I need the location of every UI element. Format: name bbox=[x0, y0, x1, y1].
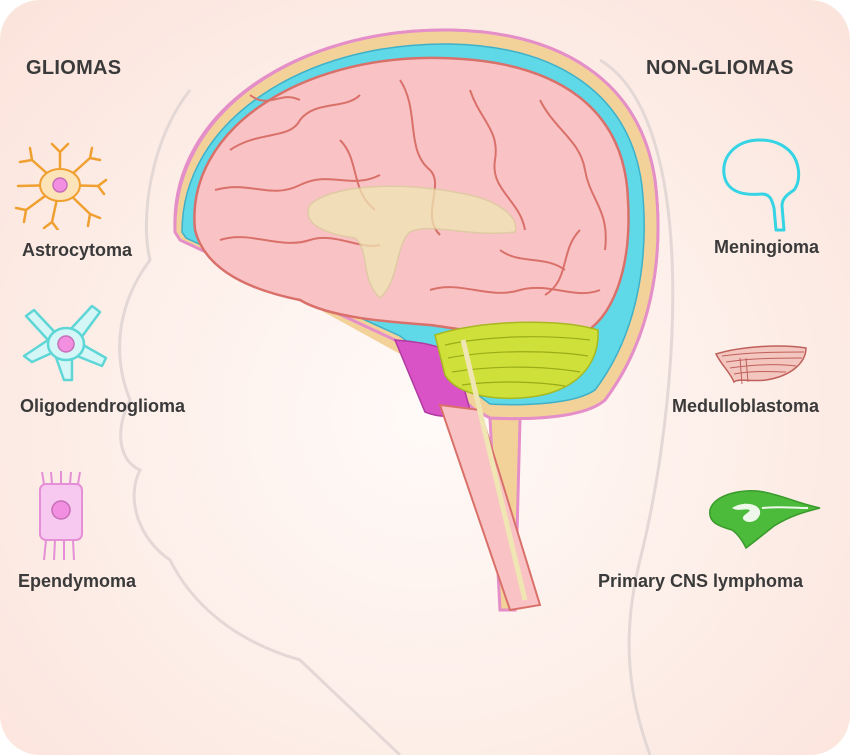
gliomas-heading: GLIOMAS bbox=[26, 57, 122, 79]
oligodendrocyte-icon bbox=[22, 304, 108, 382]
oligodendroglioma-label: Oligodendroglioma bbox=[20, 396, 185, 416]
astrocytoma-label: Astrocytoma bbox=[22, 240, 133, 260]
brain-silhouette-icon bbox=[709, 490, 821, 550]
central-canal bbox=[460, 339, 528, 601]
head-back-silhouette bbox=[599, 58, 675, 755]
meninges-outline-icon bbox=[722, 138, 801, 232]
non-gliomas-heading: NON-GLIOMAS bbox=[646, 57, 794, 79]
ependymoma-label: Ependymoma bbox=[18, 571, 137, 591]
medulloblastoma-label: Medulloblastoma bbox=[672, 396, 820, 416]
gyri-folds bbox=[214, 79, 607, 296]
head-silhouette bbox=[118, 89, 402, 755]
ventricles bbox=[307, 185, 517, 300]
ependymal-cell-icon bbox=[39, 471, 83, 561]
cerebellum bbox=[434, 321, 599, 400]
cerebellum-icon bbox=[714, 345, 807, 385]
astrocyte-icon bbox=[14, 142, 108, 230]
primary-cns-lymphoma-label: Primary CNS lymphoma bbox=[598, 571, 804, 591]
meningioma-label: Meningioma bbox=[714, 237, 820, 257]
